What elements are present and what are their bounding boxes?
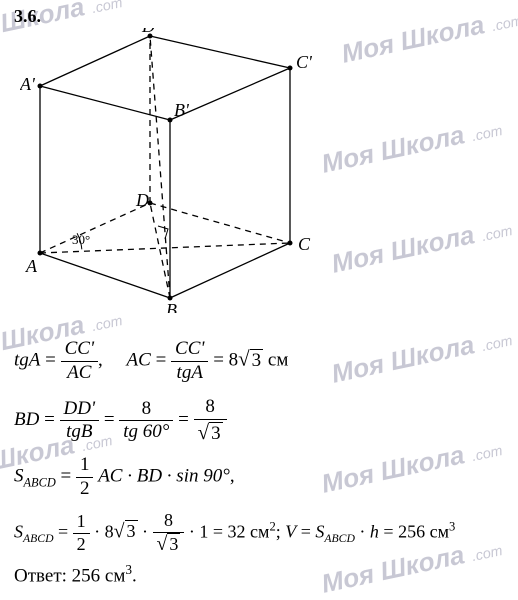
equation-line-2: BD = DD'tgB = 8tg 60° = 8√3	[14, 396, 227, 446]
answer-line: Ответ: 256 см3.	[14, 562, 137, 588]
watermark: Моя Школа .com	[319, 431, 505, 499]
svg-text:B': B'	[174, 100, 190, 120]
geometry-diagram: A B C D A' B' C' D' 30°	[20, 28, 320, 313]
equation-line-3: SABCD = 12 AC · BD · sin 90°,	[14, 454, 235, 501]
svg-text:C': C'	[296, 52, 313, 72]
problem-number: 3.6.	[14, 6, 41, 27]
svg-text:C: C	[298, 234, 311, 254]
svg-text:D': D'	[141, 28, 160, 36]
svg-text:A': A'	[20, 74, 36, 94]
svg-text:A: A	[25, 256, 38, 276]
watermark: Моя Школа .com	[329, 321, 515, 389]
svg-text:D: D	[135, 190, 149, 210]
svg-text:B: B	[166, 300, 177, 313]
watermark: Моя Школа .com	[329, 211, 515, 279]
watermark: Моя Школа .com	[319, 111, 505, 179]
watermark: Моя Школа .com	[339, 1, 518, 69]
equation-line-4: SABCD = 12 · 8√3 · 8√3 · 1 = 32 см2; V =…	[14, 510, 455, 556]
equation-line-1: tgA = CC'AC, AC = CC'tgA = 8√3 см	[14, 338, 288, 385]
svg-text:30°: 30°	[72, 232, 90, 247]
